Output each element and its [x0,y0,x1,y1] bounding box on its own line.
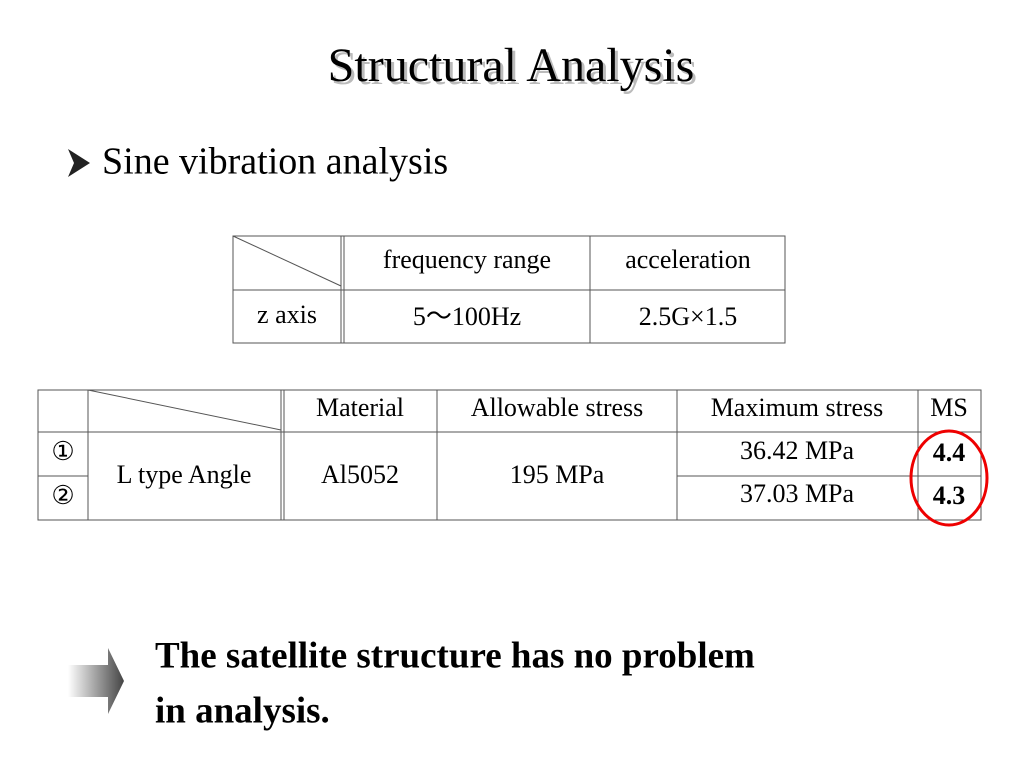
cell: ② [51,481,74,510]
cell: 5～100Hz [413,302,521,331]
title-shadow: Structural Analysis [331,42,698,95]
header-cell: frequency range [383,245,551,274]
cell: ① [51,437,74,466]
highlight-circle [909,429,989,527]
bullet-icon [68,149,90,177]
header-cell: Maximum stress [711,393,884,422]
header-cell: Allowable stress [471,393,644,422]
cell: L type Angle [117,460,252,489]
cell: 37.03 MPa [740,479,855,508]
cell: z axis [257,300,317,329]
cell: 195 MPa [510,460,605,489]
table1: frequency range acceleration z axis 5～10… [232,235,786,344]
diagonal [232,235,342,287]
conclusion-line: The satellite structure has no problem [155,635,755,676]
cell: 4.3 [933,481,966,510]
cell: 36.42 MPa [740,436,855,465]
cell: 2.5G×1.5 [639,302,737,331]
diagonal [87,389,282,431]
cell: 4.4 [933,438,966,467]
cell: Al5052 [321,460,399,489]
header-cell: Material [316,393,404,422]
arrow-icon [68,648,124,714]
bullet-text: Sine vibration analysis [102,141,448,183]
title: Structural Analysis [328,39,695,92]
conclusion-line: in analysis. [155,690,330,731]
header-cell: acceleration [625,245,751,274]
header-cell: MS [930,393,968,422]
table2: Material Allowable stress Maximum stress… [37,389,989,527]
